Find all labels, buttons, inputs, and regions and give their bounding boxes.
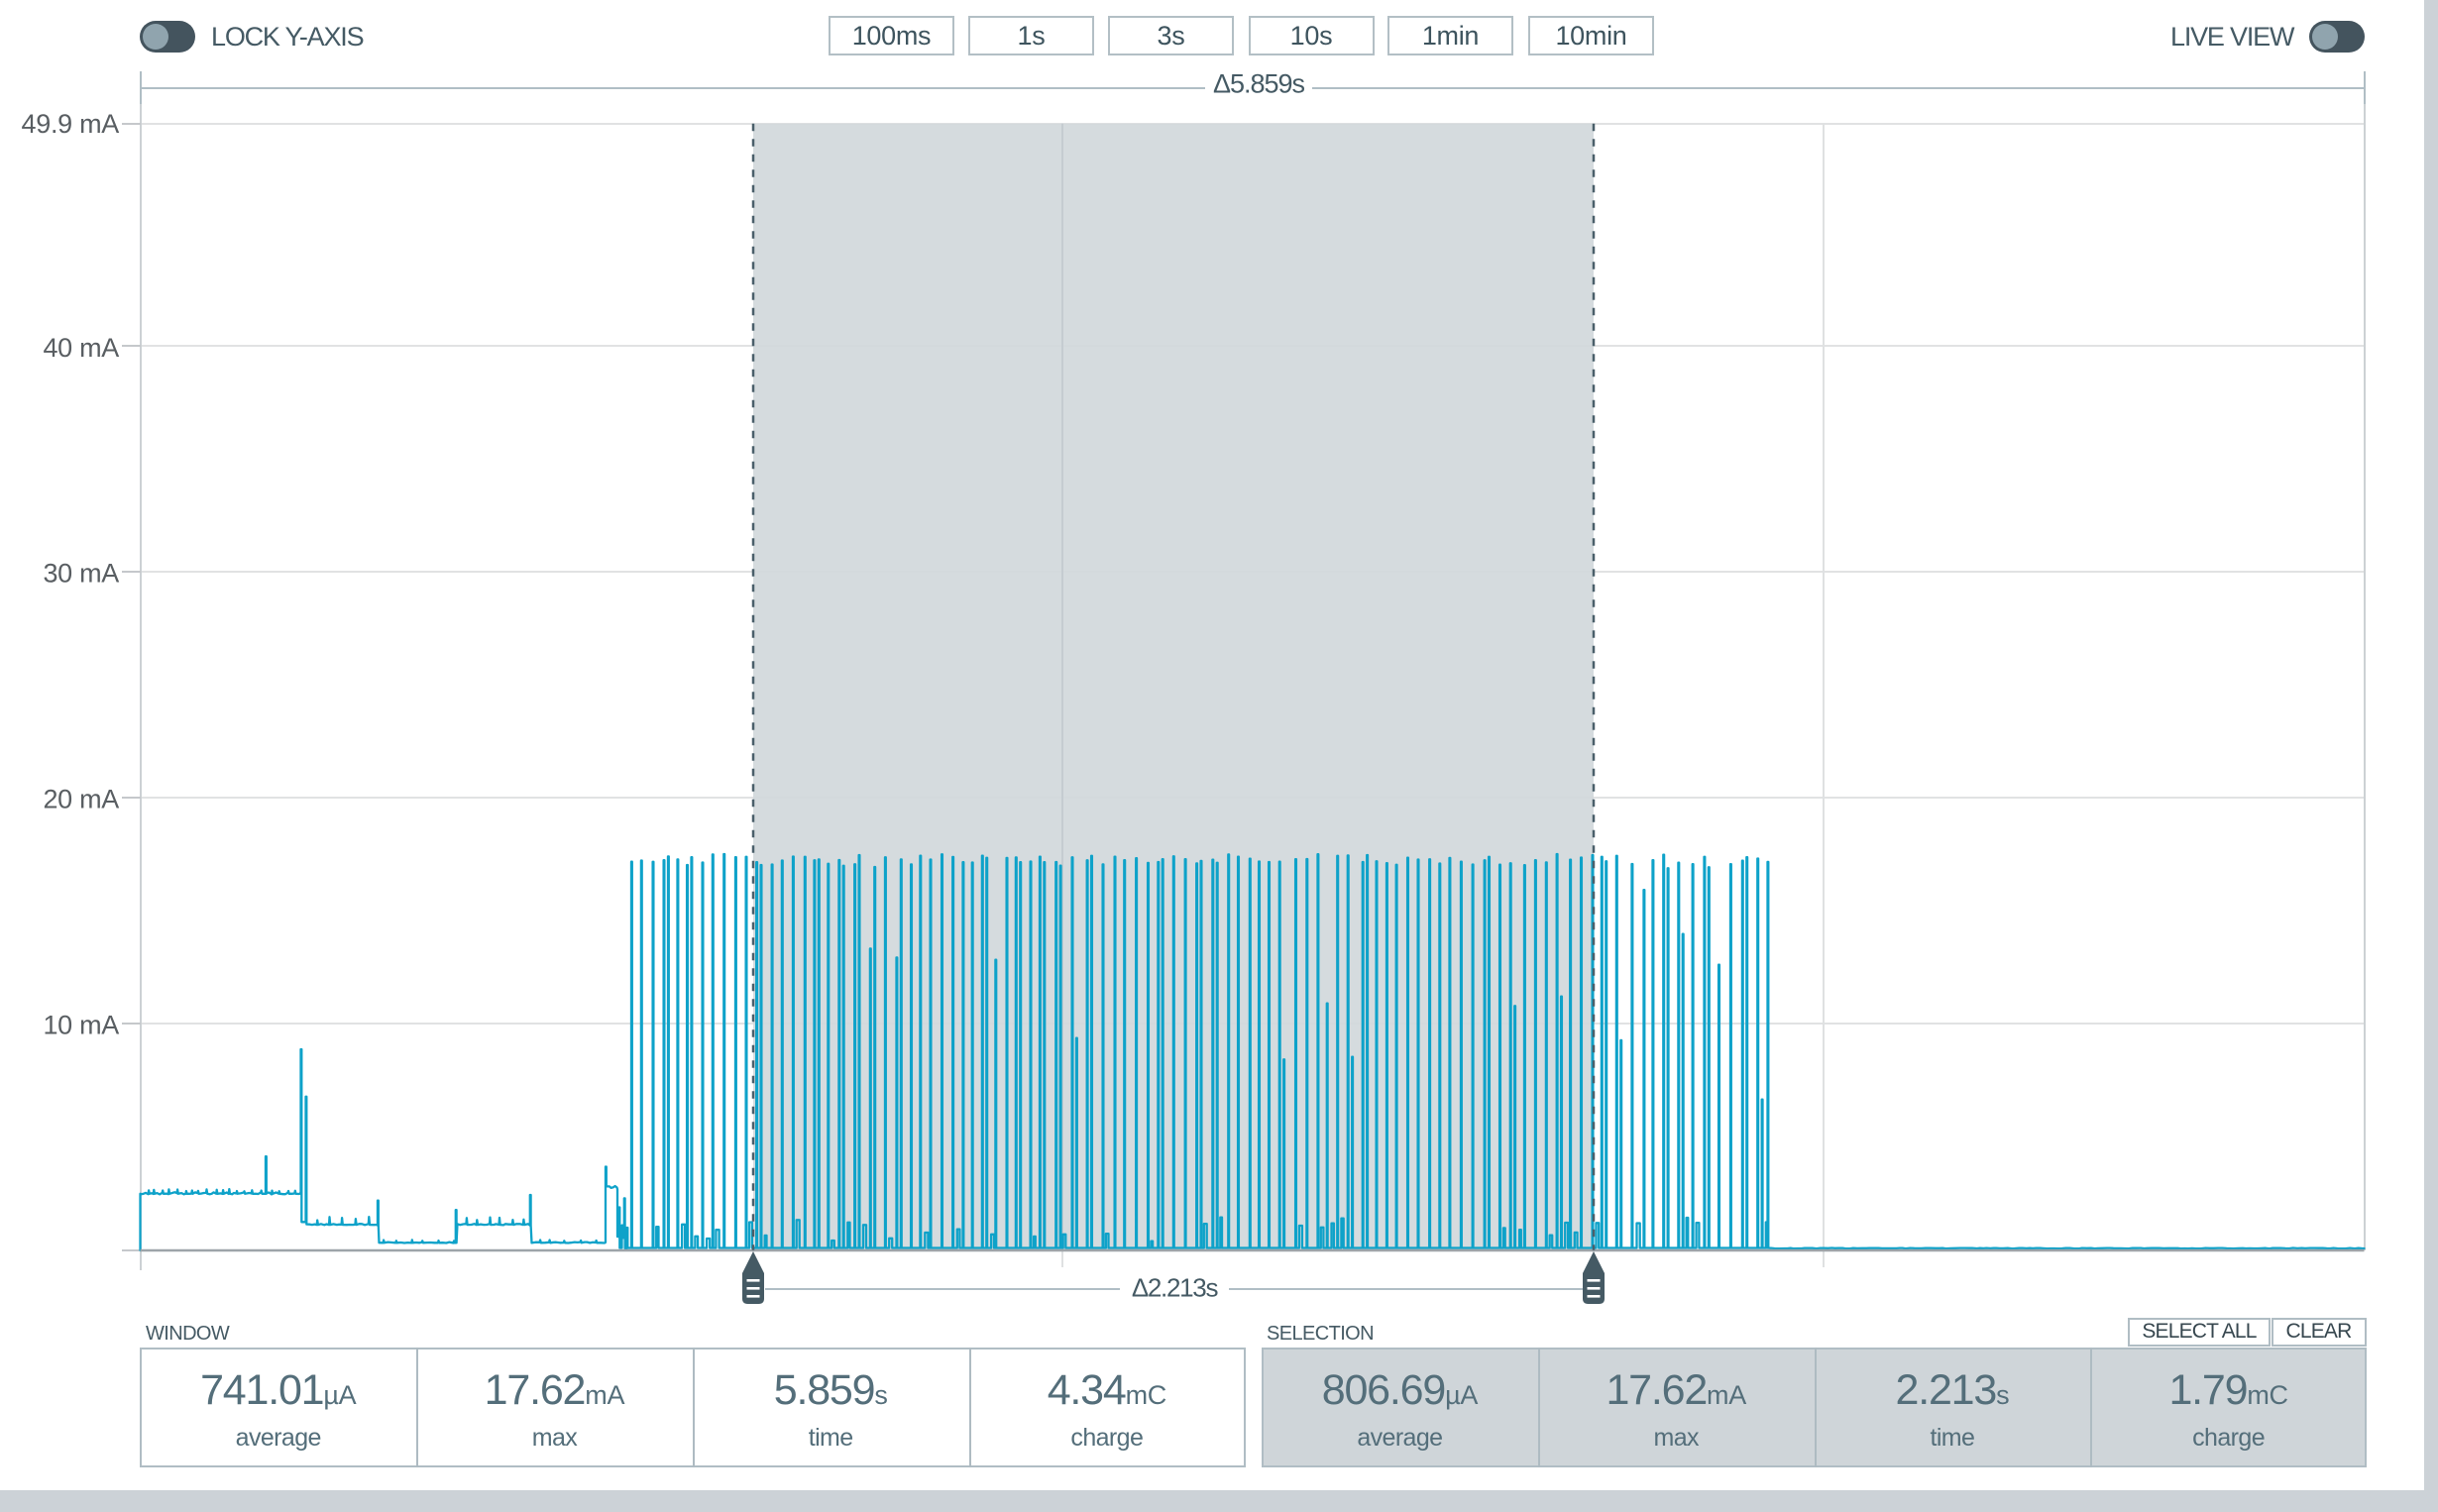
svg-text:Δ2.213s: Δ2.213s	[1132, 1273, 1219, 1303]
svg-text:20 mA: 20 mA	[43, 785, 119, 814]
svg-text:10 mA: 10 mA	[43, 1010, 119, 1039]
svg-text:Δ5.859s: Δ5.859s	[1213, 69, 1305, 99]
svg-text:40 mA: 40 mA	[43, 333, 119, 363]
svg-text:49.9 mA: 49.9 mA	[22, 109, 120, 139]
svg-text:30 mA: 30 mA	[43, 559, 119, 589]
